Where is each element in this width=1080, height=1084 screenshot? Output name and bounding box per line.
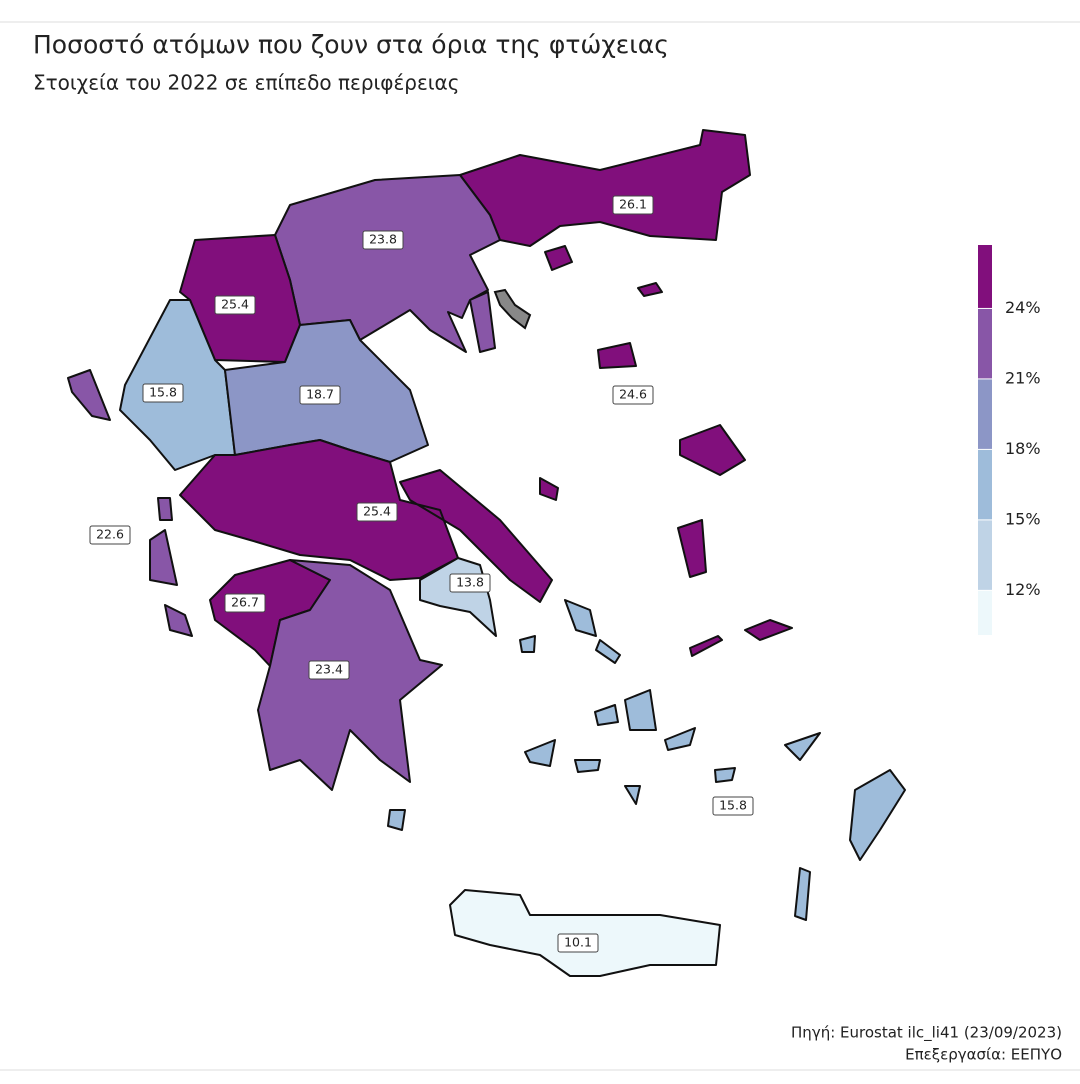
value-label: 10.1 [564, 935, 592, 950]
region [597, 342, 793, 657]
value-label: 22.6 [96, 527, 124, 542]
legend: 12% 15% 18% 21% 24% [978, 245, 1041, 635]
label-box [89, 525, 131, 545]
legend-label: 15% [1005, 509, 1041, 528]
legend-label: 12% [1005, 580, 1041, 599]
legend-label: 18% [1005, 439, 1041, 458]
value-label: 26.1 [619, 197, 647, 212]
label-box [612, 385, 654, 405]
label-box [224, 593, 266, 613]
source: Πηγή: Eurostat ilc_li41 (23/09/2023) [791, 1024, 1062, 1043]
value-label: 23.8 [369, 232, 397, 247]
legend-band [978, 245, 992, 309]
legend-label: 21% [1005, 368, 1041, 387]
legend-band [978, 449, 992, 520]
value-label: 23.4 [315, 662, 343, 677]
legend-band [978, 378, 992, 450]
value-label: 24.6 [619, 387, 647, 402]
label-box [449, 573, 491, 593]
region [459, 129, 751, 297]
region [67, 369, 193, 637]
value-label: 26.7 [231, 595, 259, 610]
region [257, 559, 443, 791]
label-box [142, 383, 184, 403]
label-box [356, 502, 398, 522]
chart-subtitle: Στοιχεία του 2022 σε επίπεδο περιφέρειας [33, 71, 459, 95]
value-label: 15.8 [719, 798, 747, 813]
value-label: 18.7 [306, 387, 334, 402]
regions [67, 129, 906, 977]
label-box [712, 796, 754, 816]
value-label: 13.8 [456, 575, 484, 590]
label-box [362, 230, 404, 250]
value-labels: 26.1 23.8 25.4 15.8 18.7 24.6 22.6 25.4 13.8 26.7… [89, 195, 754, 953]
legend-band [978, 519, 992, 591]
region [449, 889, 721, 977]
chart-title: Ποσοστό ατόμων που ζουν στα όρια της φτώ… [33, 30, 669, 59]
value-label: 25.4 [363, 504, 391, 519]
label-box [299, 385, 341, 405]
legend-label: 24% [1005, 298, 1041, 317]
legend-band [978, 308, 992, 379]
label-box [557, 933, 599, 953]
legend-band [978, 590, 992, 635]
label-box [612, 195, 654, 215]
value-label: 25.4 [221, 297, 249, 312]
athos [493, 288, 532, 330]
credit: Επεξεργασία: ΕΕΠΥΟ [905, 1046, 1062, 1064]
label-box [308, 660, 350, 680]
region [387, 599, 906, 921]
value-label: 15.8 [149, 385, 177, 400]
label-box [214, 295, 256, 315]
